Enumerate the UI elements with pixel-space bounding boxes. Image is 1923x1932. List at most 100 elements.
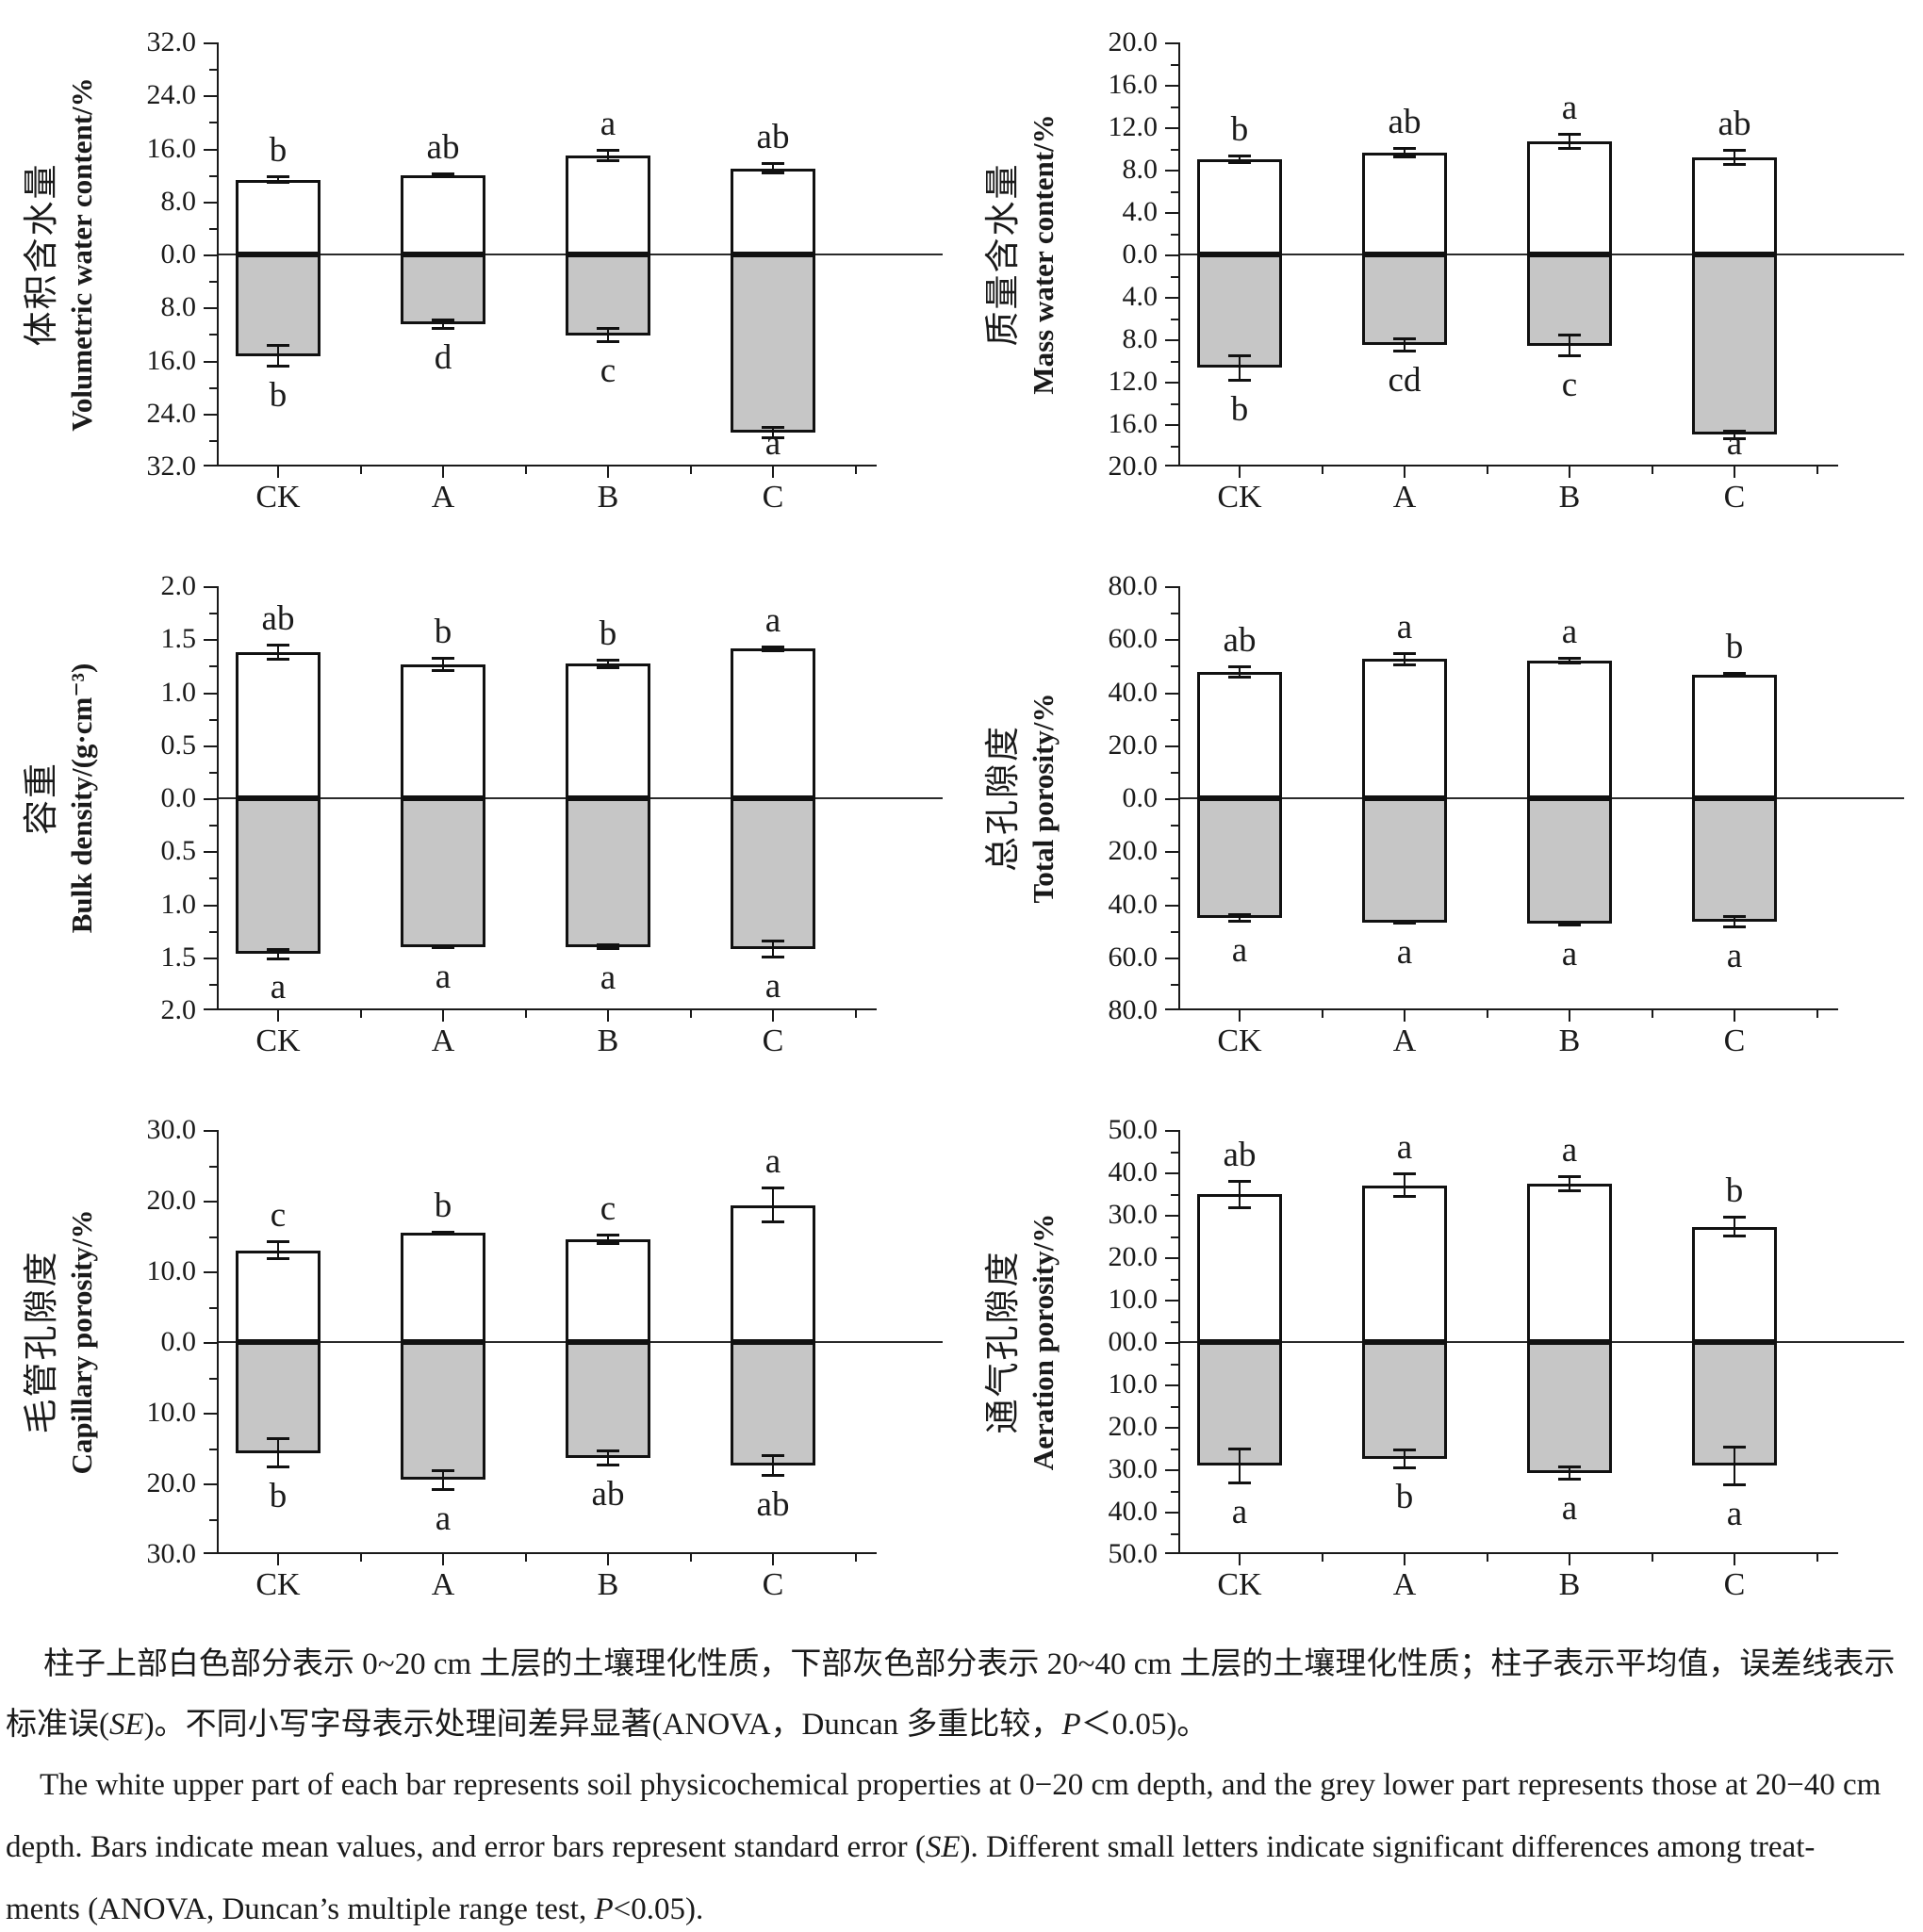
error-cap-lower-bottom-A bbox=[432, 945, 454, 949]
y-tick-label: 0.0 bbox=[1122, 782, 1159, 813]
y-major-tick bbox=[1165, 1300, 1178, 1302]
y-axis-line bbox=[217, 586, 219, 1010]
y-minor-tick bbox=[1171, 106, 1178, 108]
caption-segment: SE bbox=[925, 1830, 961, 1864]
y-minor-tick bbox=[209, 1165, 217, 1168]
error-cap-upper-top-CK bbox=[1228, 664, 1251, 668]
error-bar-upper-C bbox=[772, 646, 774, 652]
x-major-tick bbox=[1239, 1010, 1241, 1022]
y-major-tick bbox=[204, 692, 217, 695]
y-tick-label: 8.0 bbox=[1122, 154, 1159, 185]
y-minor-tick bbox=[1171, 1320, 1178, 1323]
y-axis-title-text: 毛管孔隙度 Capillary porosity/% bbox=[22, 1209, 101, 1474]
y-tick-label: 60.0 bbox=[1108, 623, 1159, 655]
error-cap-upper-top-A bbox=[1393, 652, 1416, 656]
sig-letter-lower-B: c bbox=[600, 352, 616, 391]
error-cap-upper-bottom-C bbox=[1723, 1234, 1746, 1237]
x-major-tick bbox=[1734, 467, 1735, 478]
error-bar-lower-CK bbox=[277, 947, 279, 961]
sig-letter-lower-A: b bbox=[1395, 1478, 1414, 1516]
x-major-tick bbox=[1569, 1010, 1570, 1022]
y-major-tick bbox=[204, 851, 217, 854]
y-major-tick bbox=[204, 1552, 217, 1554]
error-cap-upper-bottom-C bbox=[762, 171, 784, 174]
bar-upper-B bbox=[566, 663, 650, 798]
error-cap-upper-bottom-B bbox=[597, 1241, 619, 1245]
y-axis-title-text: 体积含水量 Volumetric water content/% bbox=[22, 77, 101, 431]
y-tick-label: 30.0 bbox=[146, 1538, 197, 1569]
x-minor-tick bbox=[854, 1010, 857, 1018]
y-major-tick bbox=[1165, 254, 1178, 256]
caption-segment: ). Different small letters indicate sign… bbox=[960, 1830, 1816, 1864]
sig-letter-lower-C: a bbox=[764, 424, 781, 463]
y-major-tick bbox=[1165, 1512, 1178, 1514]
y-minor-tick bbox=[1171, 825, 1178, 827]
y-axis-title: 质量含水量 Mass water content/% bbox=[962, 42, 1084, 467]
y-major-tick bbox=[204, 254, 217, 256]
bar-upper-CK bbox=[236, 179, 320, 254]
y-axis-title-text: 质量含水量 Mass water content/% bbox=[983, 114, 1062, 394]
error-bar-lower-CK bbox=[1239, 912, 1241, 923]
y-axis-title-en: Volumetric water content/% bbox=[65, 77, 98, 432]
error-bar-upper-B bbox=[607, 1233, 609, 1245]
bar-lower-A bbox=[401, 798, 485, 947]
y-tick-label: 40.0 bbox=[1108, 1496, 1159, 1527]
sig-letter-upper-B: a bbox=[1561, 1130, 1578, 1170]
y-major-tick bbox=[1165, 851, 1178, 854]
bar-lower-B bbox=[566, 254, 650, 336]
error-cap-upper-bottom-B bbox=[597, 158, 619, 162]
y-major-tick bbox=[204, 904, 217, 907]
caption-segment: ＜0.05)。 bbox=[1080, 1708, 1208, 1742]
y-tick-label: 80.0 bbox=[1108, 994, 1159, 1025]
error-cap-upper-bottom-A bbox=[1393, 155, 1416, 158]
x-category-label-B: B bbox=[597, 480, 619, 515]
x-category-label-C: C bbox=[1723, 480, 1746, 515]
sig-letter-lower-A: d bbox=[434, 338, 452, 378]
y-minor-tick bbox=[1171, 1532, 1178, 1535]
error-cap-upper-bottom-CK bbox=[1228, 1206, 1251, 1210]
error-bar-upper-CK bbox=[277, 643, 279, 661]
bar-lower-CK bbox=[1197, 798, 1282, 918]
y-tick-label: 1.0 bbox=[160, 676, 197, 708]
x-category-label-A: A bbox=[431, 1567, 455, 1602]
x-category-label-C: C bbox=[762, 480, 784, 515]
x-minor-tick bbox=[524, 1010, 527, 1018]
y-minor-tick bbox=[209, 1448, 217, 1450]
bar-upper-B bbox=[1527, 1183, 1612, 1342]
error-cap-upper-top-CK bbox=[267, 1240, 289, 1243]
y-major-tick bbox=[204, 1271, 217, 1273]
bar-lower-C bbox=[1692, 254, 1777, 435]
x-axis-line bbox=[1178, 1008, 1838, 1010]
bar-lower-CK bbox=[236, 798, 320, 955]
x-category-label-C: C bbox=[762, 1023, 784, 1058]
y-tick-label: 2.0 bbox=[160, 570, 197, 601]
error-cap-upper-top-B bbox=[597, 148, 619, 152]
x-major-tick bbox=[442, 1554, 444, 1565]
error-bar-upper-C bbox=[1734, 148, 1735, 166]
x-minor-tick bbox=[689, 467, 692, 474]
y-major-tick bbox=[1165, 424, 1178, 426]
bar-upper-B bbox=[566, 1238, 650, 1342]
y-axis-title-zh: 毛管孔隙度 bbox=[23, 1250, 61, 1434]
sig-letter-upper-A: b bbox=[434, 1186, 452, 1225]
y-major-tick bbox=[204, 465, 217, 467]
error-cap-upper-top-B bbox=[1558, 656, 1581, 660]
y-tick-label: 0.5 bbox=[160, 835, 197, 867]
error-cap-upper-bottom-CK bbox=[1228, 676, 1251, 679]
y-axis-title-text: 通气孔隙度 Aeration porosity/% bbox=[983, 1214, 1062, 1470]
error-cap-lower-top-B bbox=[1558, 921, 1581, 925]
sig-letter-upper-A: ab bbox=[426, 128, 460, 168]
x-axis-line bbox=[217, 1552, 877, 1554]
y-tick-label: 20.0 bbox=[146, 1185, 197, 1216]
y-axis-title: 体积含水量 Volumetric water content/% bbox=[0, 42, 123, 467]
error-bar-upper-A bbox=[442, 657, 444, 673]
y-tick-label: 8.0 bbox=[160, 291, 197, 323]
error-bar-upper-B bbox=[607, 148, 609, 162]
error-bar-lower-B bbox=[1569, 1465, 1570, 1481]
bar-upper-A bbox=[401, 1232, 485, 1342]
bar-upper-CK bbox=[1197, 672, 1282, 798]
error-cap-lower-top-B bbox=[597, 327, 619, 331]
error-cap-upper-top-C bbox=[1723, 148, 1746, 152]
error-cap-lower-bottom-A bbox=[1393, 921, 1416, 925]
error-bar-upper-A bbox=[1404, 652, 1405, 666]
